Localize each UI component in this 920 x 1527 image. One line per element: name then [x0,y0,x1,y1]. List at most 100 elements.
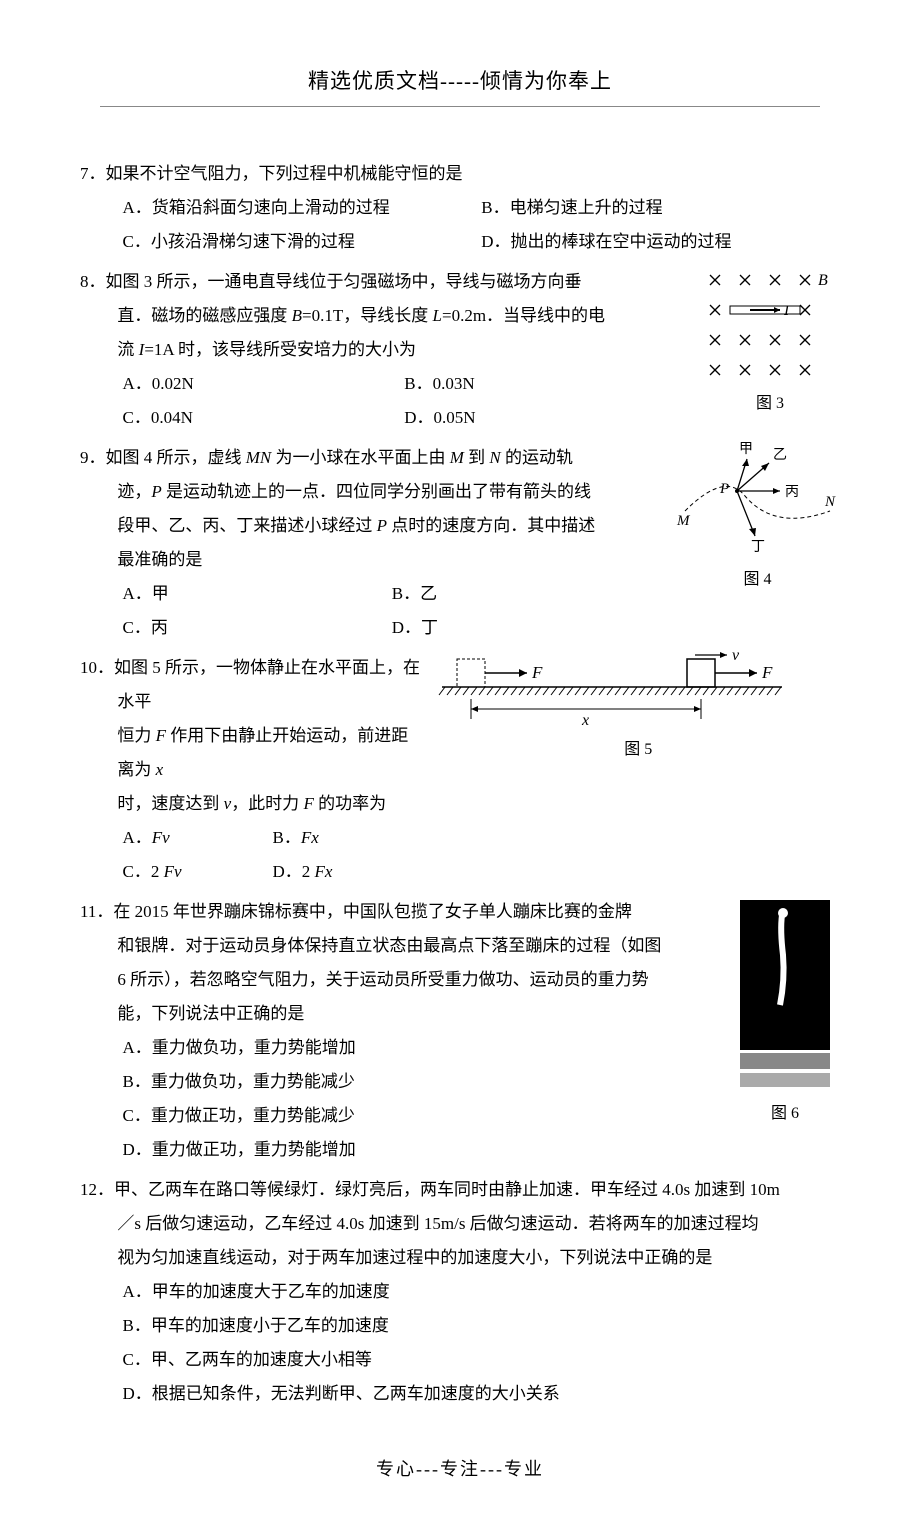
q10-option-d: D．2 Fx [273,855,423,889]
q10-figure: F F v x 图 5 [437,651,841,766]
q9-text: 到 [464,448,490,467]
fig4-caption: 图 4 [675,564,840,596]
q12-text: ／s 后做匀速运动，乙车经过 4.0s 加速到 15m/s 后做匀速运动．若将两… [117,1214,758,1233]
fig5-box-start [457,659,485,687]
page-footer: 专心---专注---专业 [80,1451,840,1487]
fig3-arrow-head [774,307,780,313]
symbol-P: P [151,482,161,501]
figure-3-svg: B I [700,265,840,385]
q9-option-b: B．乙 [392,577,661,611]
fig5-arrowhead [720,652,727,658]
q11-option-c: C．重力做正功，重力势能减少 [123,1099,717,1133]
fig4-label-P: P [719,481,729,497]
q9-option-d: D．丁 [392,611,661,645]
q8-text: 流 [117,340,138,359]
q8-figure: B I 图 3 [700,265,840,420]
fig5-arrowhead [694,706,701,712]
q11-figure: 图 6 [730,895,840,1130]
symbol-x: x [156,760,164,779]
q10-option-a: A．Fv [123,821,273,855]
q9-text: 最准确的是 [117,550,202,569]
q12-stem: 12．甲、乙两车在路口等候绿灯．绿灯亮后，两车同时由静止加速．甲车经过 4.0s… [80,1173,840,1275]
q8-text: 直．磁场的磁感应强度 [117,306,291,325]
q10-text: 的功率为 [314,794,386,813]
fig4-arrowhead [749,528,756,536]
q8-text: =0.2m．当导线中的电 [442,306,605,325]
q9-stem: 9．如图 4 所示，虚线 MN 为一小球在水平面上由 M 到 N 的运动轨 迹，… [80,441,661,577]
q11-text: 能，下列说法中正确的是 [117,1004,304,1023]
question-10: 10．如图 5 所示，一物体静止在水平面上，在水平 恒力 F 作用下由静止开始运… [80,651,840,889]
q8-stem: 8．如图 3 所示，一通电直导线位于匀强磁场中，导线与磁场方向垂 直．磁场的磁感… [80,265,686,367]
q9-text: 为一小球在水平面上由 [271,448,450,467]
symbol-B: B [292,306,302,325]
q8-option-b: B．0.03N [404,367,686,401]
q7-stem: 7．如果不计空气阻力，下列过程中机械能守恒的是 [80,157,840,191]
fig4-label-yi: 乙 [773,447,787,463]
symbol-MN: MN [246,448,272,467]
fig3-label-I: I [783,303,790,319]
fig3-caption: 图 3 [700,388,840,420]
q12-text: 12．甲、乙两车在路口等候绿灯．绿灯亮后，两车同时由静止加速．甲车经过 4.0s… [80,1180,780,1199]
fig6-head [778,908,788,918]
fig6-caption: 图 6 [730,1098,840,1130]
q9-option-a: A．甲 [123,577,392,611]
q10-text: 恒力 [117,726,155,745]
fig5-box-end [687,659,715,687]
figure-6-svg [730,895,840,1095]
symbol-F: F [156,726,166,745]
fig4-label-N: N [824,494,836,510]
question-11: 11．在 2015 年世界蹦床锦标赛中，中国队包揽了女子单人蹦床比赛的金牌 和银… [80,895,840,1167]
fig5-arrowhead [471,706,478,712]
fig5-ground-hatch [439,687,781,695]
q9-option-c: C．丙 [123,611,392,645]
fig4-arrowhead [773,488,780,494]
q11-text: 11．在 2015 年世界蹦床锦标赛中，中国队包揽了女子单人蹦床比赛的金牌 [80,902,632,921]
symbol-F: F [303,794,313,813]
q7-option-b: B．电梯匀速上升的过程 [481,191,840,225]
q12-option-a: A．甲车的加速度大于乙车的加速度 [123,1275,841,1309]
symbol-L: L [433,306,442,325]
fig4-label-ding: 丁 [751,540,765,555]
fig5-arrowhead [749,669,757,677]
q9-text: 是运动轨迹上的一点．四位同学分别画出了带有箭头的线 [162,482,591,501]
q9-text: 点时的速度方向．其中描述 [387,516,595,535]
q8-text: =1A 时，该导线所受安培力的大小为 [144,340,416,359]
q10-option-b: B．Fx [273,821,423,855]
q10-option-c: C．2 Fv [123,855,273,889]
q11-text: 和银牌．对于运动员身体保持直立状态由最高点下落至蹦床的过程（如图 [117,936,661,955]
q8-option-a: A．0.02N [123,367,405,401]
page-header: 精选优质文档-----倾情为你奉上 [80,60,840,102]
question-12: 12．甲、乙两车在路口等候绿灯．绿灯亮后，两车同时由静止加速．甲车经过 4.0s… [80,1173,840,1411]
q7-option-d: D．抛出的棒球在空中运动的过程 [481,225,840,259]
fig5-arrowhead [519,669,527,677]
q9-text: 9．如图 4 所示，虚线 [80,448,246,467]
fig6-trampoline2 [740,1073,830,1087]
q12-option-b: B．甲车的加速度小于乙车的加速度 [123,1309,841,1343]
q9-figure: P M N 甲 乙 丙 丁 图 4 [675,441,840,596]
fig5-label-v: v [732,651,740,664]
q10-stem: 10．如图 5 所示，一物体静止在水平面上，在水平 恒力 F 作用下由静止开始运… [80,651,423,821]
q11-option-b: B．重力做负功，重力势能减少 [123,1065,717,1099]
q8-option-d: D．0.05N [404,401,686,435]
symbol-M: M [450,448,464,467]
q10-text: 时，速度达到 [117,794,223,813]
q11-option-d: D．重力做正功，重力势能增加 [123,1133,717,1167]
q10-text: ，此时力 [231,794,303,813]
figure-4-svg: P M N 甲 乙 丙 丁 [675,441,840,561]
fig4-label-M: M [676,513,691,529]
header-divider [100,106,820,107]
q8-text: 8．如图 3 所示，一通电直导线位于匀强磁场中，导线与磁场方向垂 [80,272,582,291]
q12-text: 视为匀加速直线运动，对于两车加速过程中的加速度大小，下列说法中正确的是 [117,1248,712,1267]
fig4-arrowhead [742,459,749,466]
fig6-trampoline1 [740,1053,830,1069]
figure-5-svg: F F v x [437,651,787,731]
q11-text: 6 所示），若忽略空气阻力，关于运动员所受重力做功、运动员的重力势 [117,970,648,989]
fig6-athlete [780,915,784,1005]
question-8: 8．如图 3 所示，一通电直导线位于匀强磁场中，导线与磁场方向垂 直．磁场的磁感… [80,265,840,435]
question-9: 9．如图 4 所示，虚线 MN 为一小球在水平面上由 M 到 N 的运动轨 迹，… [80,441,840,645]
q12-option-d: D．根据已知条件，无法判断甲、乙两车加速度的大小关系 [123,1377,841,1411]
q8-option-c: C．0.04N [123,401,405,435]
fig5-label-F2: F [761,663,773,682]
fig5-label-F1: F [531,663,543,682]
question-7: 7．如果不计空气阻力，下列过程中机械能守恒的是 A．货箱沿斜面匀速向上滑动的过程… [80,157,840,259]
